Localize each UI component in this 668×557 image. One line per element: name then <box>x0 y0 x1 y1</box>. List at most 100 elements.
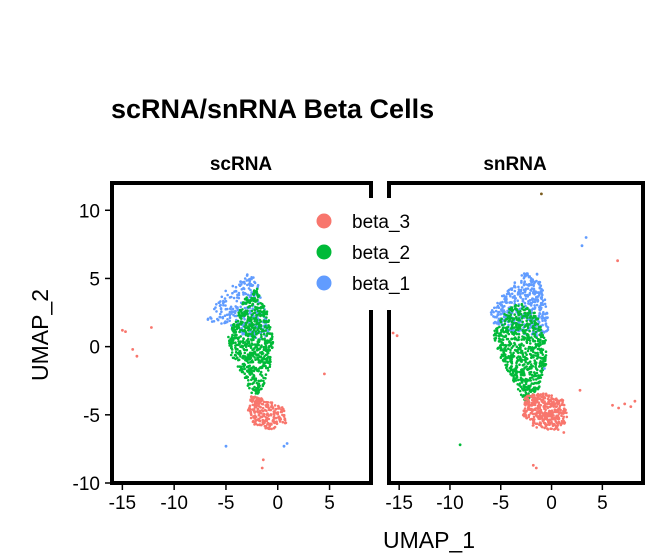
data-point <box>512 332 515 336</box>
data-point <box>253 350 256 354</box>
data-point <box>540 417 543 420</box>
data-point <box>518 289 521 293</box>
data-point <box>540 414 544 418</box>
data-point <box>230 351 234 354</box>
data-point <box>535 367 538 370</box>
data-point <box>535 426 538 429</box>
outlier-point <box>458 443 462 447</box>
data-point <box>532 329 535 332</box>
data-point <box>533 323 537 327</box>
data-point <box>533 300 537 304</box>
data-point <box>530 298 534 301</box>
data-point <box>526 337 530 341</box>
data-point <box>228 339 231 343</box>
data-point <box>254 358 257 362</box>
data-point <box>259 412 263 415</box>
legend-label-beta-3: beta_3 <box>352 212 410 233</box>
data-point <box>241 308 244 311</box>
data-point <box>536 323 540 326</box>
data-point <box>499 338 503 341</box>
outlier-point <box>623 402 627 406</box>
data-point <box>503 319 507 323</box>
data-point <box>219 307 223 310</box>
data-point <box>243 351 247 355</box>
data-point <box>540 295 544 299</box>
data-point <box>248 351 252 355</box>
data-point <box>265 310 269 314</box>
data-point <box>257 387 260 390</box>
data-point <box>543 359 547 363</box>
data-point <box>552 422 556 426</box>
data-point <box>540 410 543 414</box>
data-point <box>518 307 522 311</box>
data-point <box>271 340 275 344</box>
data-point <box>239 305 242 309</box>
data-point <box>549 418 553 422</box>
data-point <box>539 360 542 363</box>
data-point <box>252 416 255 419</box>
data-point <box>527 400 531 403</box>
data-point <box>231 291 234 295</box>
data-point <box>252 335 256 339</box>
data-point <box>489 311 493 314</box>
data-point <box>533 335 537 338</box>
data-point <box>528 299 532 302</box>
data-point <box>527 345 531 349</box>
data-point <box>509 294 512 298</box>
data-point <box>281 420 285 424</box>
data-point <box>514 297 517 300</box>
data-point <box>250 339 254 342</box>
data-point <box>251 292 255 296</box>
data-point <box>505 366 508 370</box>
outlier-point <box>633 399 637 403</box>
data-point <box>538 364 542 367</box>
data-point <box>531 402 534 405</box>
data-point <box>264 347 268 351</box>
data-point <box>239 340 243 343</box>
y-tick-label: -10 <box>73 474 100 495</box>
data-point <box>504 353 507 357</box>
data-point <box>540 373 543 376</box>
data-point <box>507 332 511 336</box>
y-tick-label: -5 <box>83 406 100 427</box>
data-point <box>254 366 258 370</box>
data-point <box>501 300 504 304</box>
data-point <box>540 333 544 337</box>
data-point <box>544 423 548 426</box>
data-point <box>259 327 263 331</box>
data-point <box>526 311 530 315</box>
x-axis-label: UMAP_1 <box>383 527 475 553</box>
data-point <box>523 293 527 297</box>
data-point <box>515 375 518 379</box>
data-point <box>243 376 247 380</box>
data-point <box>540 357 543 360</box>
data-point <box>499 319 502 322</box>
data-point <box>229 307 232 311</box>
data-point <box>533 339 537 343</box>
data-point <box>261 337 264 341</box>
data-point <box>494 309 498 313</box>
data-point <box>219 300 222 303</box>
data-point <box>244 309 248 313</box>
data-point <box>260 352 264 356</box>
data-point <box>278 420 282 423</box>
data-point <box>244 356 248 360</box>
data-point <box>541 319 544 323</box>
data-point <box>561 412 565 415</box>
data-point <box>548 405 552 409</box>
data-point <box>533 418 536 421</box>
data-point <box>554 420 557 423</box>
data-point <box>263 361 266 364</box>
data-point <box>271 335 274 339</box>
data-point <box>224 304 227 307</box>
data-point <box>251 376 254 379</box>
data-point <box>223 321 226 325</box>
data-point <box>248 368 251 371</box>
data-point <box>257 405 261 408</box>
data-point <box>265 316 268 319</box>
data-point <box>255 307 259 311</box>
data-point <box>249 360 252 364</box>
data-point <box>536 394 540 397</box>
data-point <box>245 326 249 330</box>
data-point <box>262 314 265 318</box>
